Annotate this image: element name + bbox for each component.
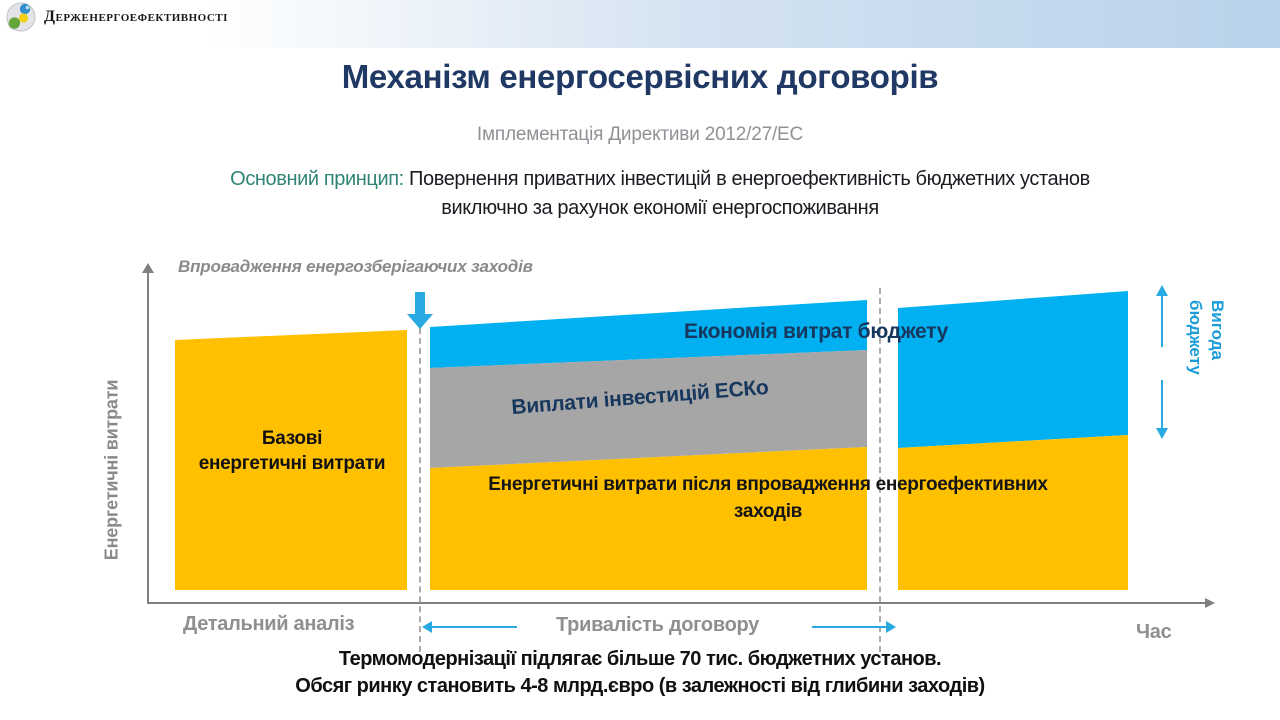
header-brand: Держенергоефективності: [6, 2, 228, 32]
x-axis-label: Час: [1136, 621, 1172, 643]
post-costs-right-block: [898, 435, 1128, 590]
principle-line1: Повернення приватних інвестицій в енерго…: [403, 168, 1090, 190]
contract-end-dashed-line: [879, 288, 881, 652]
y-axis-label: Енергетичні витрати: [101, 379, 122, 561]
top-banner: [0, 0, 1280, 48]
footer-line1: Термомодернізації підлягає більше 70 тис…: [338, 648, 942, 670]
derzhenergo-logo-icon: [6, 2, 36, 32]
contract-right-arrowhead-icon: [886, 621, 896, 633]
post-costs-line1: Енергетичні витрати після впровадження е…: [488, 474, 1048, 495]
esco-band-block: [430, 350, 867, 468]
benefit-line2: бюджету: [1186, 300, 1205, 375]
benefit-down-arrowhead-icon: [1156, 428, 1168, 439]
post-costs-mid-block: [430, 447, 867, 590]
principle-label: Основний принцип:: [230, 168, 404, 190]
benefit-down-arrow-icon: [1161, 380, 1163, 430]
footer-text: Термомодернізації підлягає більше 70 тис…: [0, 646, 1280, 700]
savings-right-block: [898, 291, 1128, 448]
slide-subtitle: Імплементація Директиви 2012/27/ЕС: [476, 124, 804, 145]
implementation-arrow-icon: [415, 292, 425, 315]
post-costs-label: Енергетичні витрати після впровадження е…: [440, 471, 1096, 525]
x-axis-arrow-icon: [1205, 598, 1215, 608]
phase-contract-label: Тривалість договору: [556, 614, 759, 636]
brand-name: Держенергоефективності: [44, 8, 228, 25]
benefit-line1: Вигода: [1208, 300, 1227, 360]
contract-right-arrow-icon: [812, 626, 888, 628]
baseline-costs-block: [175, 330, 407, 590]
baseline-label-line1: Базові: [261, 428, 323, 449]
principle-text: Основний принцип: Повернення приватних і…: [60, 165, 1260, 223]
slide-title: Механізм енергосервісних договорів: [341, 58, 939, 95]
contract-left-arrow-icon: [431, 626, 517, 628]
baseline-block-label: Базові енергетичні витрати: [180, 426, 404, 476]
implementation-arrowhead-icon: [407, 314, 433, 329]
benefit-up-arrow-icon: [1161, 295, 1163, 347]
phase-analysis-label: Детальний аналіз: [183, 613, 355, 635]
post-costs-line2: заходів: [733, 501, 803, 522]
footer-line2: Обсяг ринку становить 4-8 млрд.євро (в з…: [295, 675, 985, 697]
y-axis: [147, 272, 149, 604]
benefit-up-arrowhead-icon: [1156, 285, 1168, 296]
implementation-note: Впровадження енергозберігаючих заходів: [178, 257, 533, 276]
contract-start-dashed-line: [419, 328, 421, 652]
principle-line2: виключно за рахунок економії енергоспожи…: [441, 197, 879, 219]
baseline-label-line2: енергетичні витрати: [198, 453, 386, 474]
x-axis: [148, 602, 1206, 604]
contract-left-arrowhead-icon: [422, 621, 432, 633]
y-axis-arrow-icon: [142, 263, 154, 273]
savings-band-label: Економія витрат бюджету: [683, 320, 949, 343]
benefit-label: Вигода бюджету: [1184, 300, 1228, 410]
